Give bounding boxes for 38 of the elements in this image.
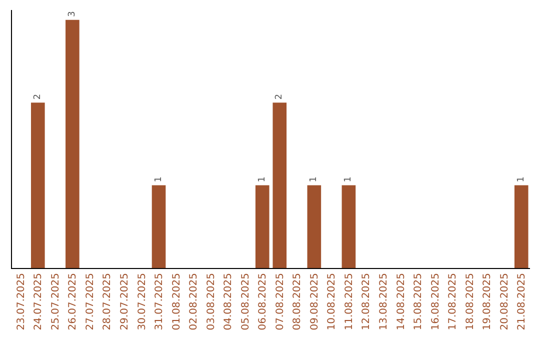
x-tick-label: 25.07.2025 [50, 273, 62, 330]
x-tick-label: 07.08.2025 [274, 273, 286, 330]
x-tick-label: 03.08.2025 [206, 273, 217, 330]
x-tick-label: 04.08.2025 [223, 273, 234, 330]
data-label: 3 [67, 11, 78, 17]
x-tick-label: 15.08.2025 [413, 273, 424, 330]
x-tick-label: 18.08.2025 [464, 273, 476, 330]
data-label: 1 [344, 176, 354, 182]
x-tick-label: 28.07.2025 [102, 273, 114, 330]
x-tick-label: 17.08.2025 [448, 273, 459, 330]
data-label: 2 [274, 94, 285, 100]
data-label: 2 [32, 94, 43, 100]
x-tick-label: 14.08.2025 [396, 273, 407, 330]
x-tick-label: 24.07.2025 [33, 273, 44, 330]
x-tick-label: 13.08.2025 [378, 273, 390, 330]
x-tick-label: 23.07.2025 [16, 273, 27, 330]
x-tick-label: 09.08.2025 [309, 273, 320, 330]
data-label: 1 [309, 176, 320, 182]
x-tick-label: 27.07.2025 [84, 273, 96, 330]
x-tick-label: 02.08.2025 [188, 273, 200, 330]
x-tick-label: 11.08.2025 [344, 273, 355, 330]
x-tick-label: 06.08.2025 [258, 273, 269, 330]
x-tick-label: 16.08.2025 [430, 273, 442, 330]
x-tick-label: 08.08.2025 [292, 273, 304, 330]
x-tick-label: 30.07.2025 [136, 273, 148, 330]
data-label: 1 [257, 176, 268, 182]
data-label: 1 [516, 176, 526, 182]
data-label: 1 [154, 176, 164, 182]
x-tick-label: 01.08.2025 [171, 273, 182, 330]
x-tick-label: 20.08.2025 [499, 273, 510, 330]
x-tick-label: 05.08.2025 [240, 273, 252, 330]
x-tick-label: 31.07.2025 [154, 273, 166, 330]
x-tick-label: 21.08.2025 [516, 273, 528, 330]
x-tick-label: 29.07.2025 [119, 273, 130, 330]
x-tick-label: 19.08.2025 [482, 273, 494, 330]
x-tick-label: 12.08.2025 [361, 273, 372, 330]
x-tick-label: 10.08.2025 [326, 273, 338, 330]
x-tick-label: 26.07.2025 [68, 273, 79, 330]
